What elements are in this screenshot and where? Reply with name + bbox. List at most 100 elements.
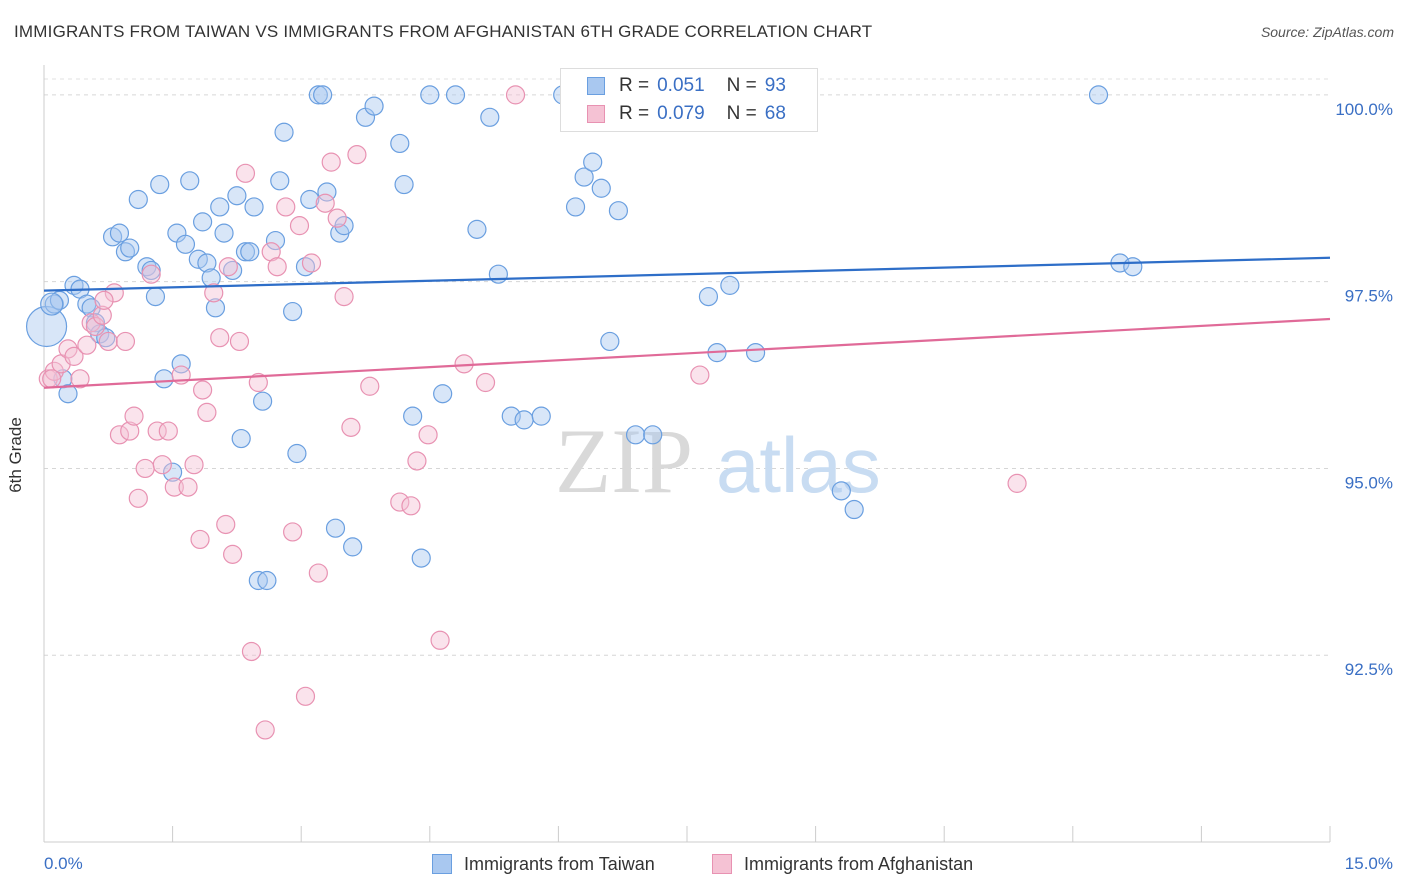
- point-taiwan: [287, 443, 307, 464]
- y-tick-label: 92.5%: [1345, 660, 1393, 679]
- point-taiwan: [240, 242, 260, 262]
- point-taiwan: [643, 425, 663, 445]
- point-afghanistan: [204, 283, 224, 303]
- series-name-taiwan: Immigrants from Taiwan: [464, 853, 655, 874]
- point-taiwan: [163, 462, 183, 482]
- point-afghanistan: [164, 477, 184, 497]
- correlation-legend: R = 0.051 N = 93 R = 0.079 N = 68: [560, 68, 818, 132]
- point-afghanistan: [178, 477, 198, 497]
- point-afghanistan: [98, 331, 118, 352]
- series-swatch-taiwan: [432, 854, 452, 874]
- point-taiwan: [205, 298, 226, 318]
- point-taiwan: [227, 186, 247, 206]
- point-taiwan: [325, 518, 346, 538]
- watermark-zip: ZIP: [555, 410, 693, 512]
- point-afghanistan: [475, 372, 496, 393]
- point-afghanistan: [418, 425, 438, 445]
- point-afghanistan: [276, 197, 296, 217]
- point-taiwan: [745, 343, 766, 363]
- point-afghanistan: [216, 514, 236, 535]
- point-taiwan: [411, 548, 431, 568]
- legend-swatch-taiwan: [587, 77, 605, 95]
- point-afghanistan: [197, 402, 217, 423]
- axes: [43, 65, 1331, 843]
- point-afghanistan: [235, 163, 256, 183]
- point-taiwan: [253, 391, 273, 411]
- y-tick-label: 95.0%: [1345, 473, 1393, 492]
- legend-n-value: 68: [764, 103, 786, 124]
- point-taiwan: [300, 189, 320, 210]
- point-afghanistan: [70, 369, 90, 389]
- point-afghanistan: [229, 331, 250, 352]
- point-afghanistan: [454, 354, 474, 374]
- point-taiwan: [565, 197, 586, 217]
- point-afghanistan: [210, 328, 230, 348]
- point-afghanistan: [152, 455, 172, 475]
- point-taiwan: [1123, 257, 1143, 277]
- point-afghanistan: [334, 287, 354, 307]
- point-afghanistan: [360, 376, 380, 396]
- point-taiwan: [831, 481, 851, 501]
- point-afghanistan: [109, 425, 130, 445]
- point-taiwan: [394, 174, 414, 195]
- point-afghanistan: [430, 630, 450, 650]
- point-taiwan: [600, 331, 620, 352]
- point-afghanistan: [94, 290, 114, 310]
- series-legend-taiwan: Immigrants from Taiwan: [432, 850, 655, 878]
- legend-r-label: R =: [619, 75, 650, 96]
- point-taiwan: [49, 290, 70, 310]
- point-afghanistan: [267, 257, 287, 277]
- source-label: Source: ZipAtlas.com: [1260, 24, 1394, 40]
- point-afghanistan: [190, 529, 210, 550]
- point-afghanistan: [690, 365, 710, 385]
- point-taiwan: [154, 369, 174, 389]
- point-afghanistan: [248, 372, 268, 393]
- point-taiwan: [145, 287, 166, 307]
- point-taiwan: [501, 406, 521, 426]
- point-taiwan: [514, 410, 534, 430]
- point-afghanistan: [390, 492, 410, 512]
- point-taiwan: [313, 85, 333, 105]
- point-taiwan: [58, 384, 78, 404]
- legend-r-value: 0.051: [657, 75, 705, 96]
- point-taiwan: [531, 406, 551, 426]
- point-taiwan: [308, 85, 328, 105]
- legend-n-label: N =: [726, 75, 757, 96]
- point-taiwan: [625, 425, 646, 445]
- point-taiwan: [109, 223, 130, 243]
- point-afghanistan: [120, 421, 140, 441]
- point-afghanistan: [295, 686, 316, 706]
- point-taiwan: [364, 96, 384, 116]
- point-afghanistan: [401, 496, 421, 516]
- y-tick-label: 97.5%: [1345, 287, 1393, 306]
- data-points: [25, 85, 1143, 740]
- point-afghanistan: [141, 264, 161, 284]
- point-afghanistan: [218, 257, 238, 277]
- point-afghanistan: [308, 563, 328, 583]
- x-tick-label-min: 0.0%: [44, 854, 83, 873]
- point-taiwan: [283, 301, 303, 322]
- point-taiwan: [295, 257, 316, 277]
- point-taiwan: [235, 242, 256, 262]
- point-taiwan: [403, 406, 423, 426]
- chart-title: IMMIGRANTS FROM TAIWAN VS IMMIGRANTS FRO…: [14, 22, 873, 41]
- point-taiwan: [257, 570, 277, 591]
- point-afghanistan: [1007, 473, 1027, 493]
- point-afghanistan: [44, 361, 64, 381]
- point-taiwan: [231, 428, 251, 449]
- point-afghanistan: [64, 346, 84, 366]
- point-afghanistan: [158, 421, 178, 441]
- point-taiwan: [214, 223, 234, 243]
- point-taiwan: [420, 85, 440, 105]
- point-taiwan: [1088, 85, 1109, 105]
- point-taiwan: [480, 107, 500, 127]
- point-taiwan: [265, 230, 286, 251]
- point-afghanistan: [147, 421, 167, 441]
- point-taiwan: [244, 197, 264, 217]
- x-tick-label-max: 15.0%: [1345, 854, 1393, 873]
- point-afghanistan: [347, 145, 367, 165]
- point-afghanistan: [193, 380, 213, 400]
- watermark: ZIP atlas: [555, 410, 881, 512]
- point-afghanistan: [289, 216, 310, 236]
